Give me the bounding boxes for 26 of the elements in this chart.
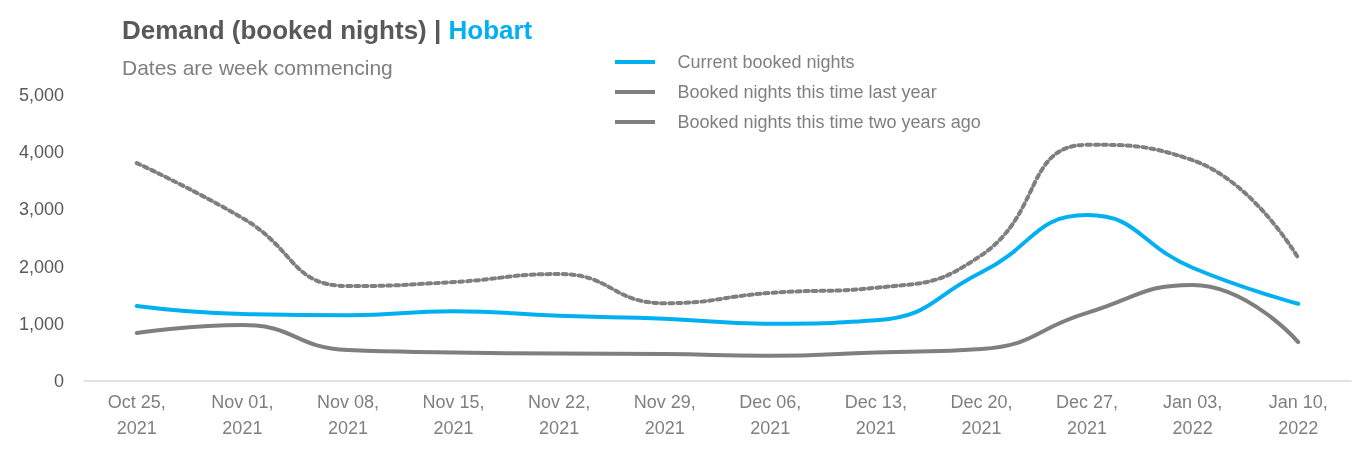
x-tick-label: Dec 13, 2021: [844, 392, 907, 438]
x-tick-label: Jan 10, 2022: [1268, 392, 1328, 438]
y-tick-label: 1,000: [18, 313, 64, 334]
x-tick-label: Nov 08, 2021: [316, 392, 379, 438]
x-tick-label: Dec 06, 2021: [739, 392, 802, 438]
legend-label: Booked nights this time two years ago: [677, 112, 981, 132]
x-tick-label: Dec 27, 2021: [1056, 392, 1119, 438]
legend-label: Booked nights this time last year: [677, 82, 937, 102]
chart-title: Demand (booked nights) | Hobart: [122, 15, 533, 45]
line-series: [134, 213, 1301, 326]
line-series: [134, 282, 1301, 358]
line-series: [134, 142, 1301, 306]
chart-subtitle: Dates are week commencing: [122, 56, 393, 79]
y-tick-label: 3,000: [18, 199, 64, 220]
legend-label: Current booked nights: [677, 52, 855, 72]
x-tick-label: Jan 03, 2022: [1163, 392, 1223, 438]
y-tick-label: 4,000: [18, 142, 64, 163]
y-tick-label: 0: [53, 371, 64, 391]
x-tick-label: Oct 25, 2021: [107, 392, 166, 438]
y-tick-label: 2,000: [18, 256, 64, 277]
x-tick-label: Nov 22, 2021: [528, 392, 591, 438]
x-tick-label: Nov 01, 2021: [211, 392, 274, 438]
x-tick-label: Dec 20, 2021: [950, 392, 1013, 438]
x-tick-label: Nov 29, 2021: [633, 392, 696, 438]
x-tick-label: Nov 15, 2021: [422, 392, 485, 438]
y-tick-label: 5,000: [18, 85, 64, 105]
